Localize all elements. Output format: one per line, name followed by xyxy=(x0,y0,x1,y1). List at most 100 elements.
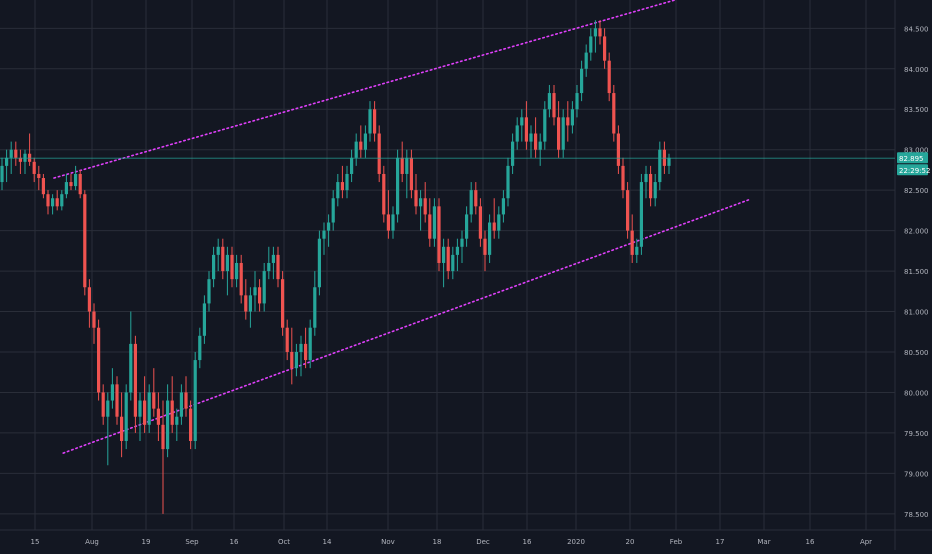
candle-body xyxy=(97,327,101,393)
candle-body xyxy=(345,173,349,191)
candle-body xyxy=(23,153,27,162)
y-tick-label: 80.500 xyxy=(904,349,929,357)
candle-body xyxy=(253,287,257,296)
candle-body xyxy=(589,36,593,53)
candle-body xyxy=(285,327,289,352)
y-tick-label: 84.500 xyxy=(904,25,929,33)
y-tick-label: 84.000 xyxy=(904,66,929,74)
candle-body xyxy=(179,392,183,417)
candle-body xyxy=(386,214,390,231)
y-tick-label: 83.500 xyxy=(904,106,929,114)
x-tick-label: Nov xyxy=(381,538,395,546)
x-tick-label: Apr xyxy=(860,538,872,546)
candle-body xyxy=(391,214,395,231)
candle-body xyxy=(143,400,147,425)
candle-body xyxy=(460,238,464,247)
candle-body xyxy=(492,222,496,231)
candle-body xyxy=(635,246,639,255)
candle-body xyxy=(87,287,91,312)
candle-body xyxy=(603,36,607,61)
x-tick-label: 18 xyxy=(433,538,442,546)
candle-body xyxy=(506,165,510,199)
candle-body xyxy=(92,311,96,328)
candle-body xyxy=(340,182,344,191)
candle-body xyxy=(524,117,528,142)
countdown-label: 22:29:52 xyxy=(899,167,930,175)
candle-body xyxy=(74,173,78,187)
y-tick-label: 79.500 xyxy=(904,430,929,438)
channel-lower-line xyxy=(62,199,750,454)
countdown-badge xyxy=(897,164,928,176)
x-tick-label: Dec xyxy=(476,538,490,546)
candle-body xyxy=(129,343,133,393)
candle-body xyxy=(552,93,556,118)
candle-body xyxy=(225,254,229,272)
candle-body xyxy=(221,246,225,272)
candle-body xyxy=(382,173,386,215)
candle-body xyxy=(501,198,505,215)
y-tick-label: 82.000 xyxy=(904,228,929,236)
y-tick-label: 78.500 xyxy=(904,511,929,519)
candle-body xyxy=(446,246,450,272)
candle-body xyxy=(106,400,110,417)
candle-body xyxy=(437,206,441,263)
x-tick-label: Aug xyxy=(85,538,99,546)
candle-body xyxy=(216,246,220,255)
x-tick-label: 16 xyxy=(230,538,239,546)
candle-body xyxy=(317,238,321,288)
candle-body xyxy=(28,153,32,162)
candle-body xyxy=(78,173,82,195)
candle-body xyxy=(547,93,551,110)
candle-body xyxy=(423,198,427,215)
candle-body xyxy=(212,254,216,280)
candle-body xyxy=(55,198,59,207)
x-tick-label: 15 xyxy=(31,538,40,546)
candle-body xyxy=(271,254,275,263)
candle-body xyxy=(566,117,570,126)
candle-body xyxy=(534,133,538,150)
candle-body xyxy=(258,287,262,304)
candle-body xyxy=(538,141,542,150)
candle-body xyxy=(308,327,312,361)
candle-body xyxy=(327,222,331,231)
candle-body xyxy=(570,109,574,126)
candle-body xyxy=(276,254,280,280)
candle-body xyxy=(207,279,211,304)
candle-body xyxy=(299,343,303,352)
candle-body xyxy=(515,125,519,142)
candle-body xyxy=(520,117,524,126)
candle-body xyxy=(336,182,340,199)
candle-body xyxy=(170,400,174,425)
candle-body xyxy=(60,194,64,207)
candle-body xyxy=(451,254,455,272)
candle-body xyxy=(304,343,308,361)
x-tick-label: Mar xyxy=(757,538,770,546)
candle-body xyxy=(557,117,561,150)
x-tick-label: 2020 xyxy=(567,538,585,546)
candle-body xyxy=(488,222,492,255)
candle-body xyxy=(396,157,400,215)
candle-body xyxy=(198,335,202,361)
candle-body xyxy=(474,190,478,207)
candle-body xyxy=(478,206,482,239)
last-price-badge xyxy=(897,152,928,164)
candle-body xyxy=(354,141,358,158)
candle-body xyxy=(561,117,565,150)
x-tick-label: Feb xyxy=(670,538,683,546)
candle-body xyxy=(18,157,22,162)
candle-body xyxy=(147,392,151,425)
candle-body xyxy=(639,182,643,247)
candle-body xyxy=(110,384,114,401)
x-tick-label: Oct xyxy=(278,538,290,546)
candle-body xyxy=(193,360,197,441)
candle-body xyxy=(41,178,45,195)
x-tick-label: 17 xyxy=(716,538,725,546)
candle-body xyxy=(115,384,119,417)
candle-body xyxy=(575,93,579,110)
candle-body xyxy=(294,351,298,369)
candle-body xyxy=(46,194,50,207)
candle-body xyxy=(630,230,634,255)
